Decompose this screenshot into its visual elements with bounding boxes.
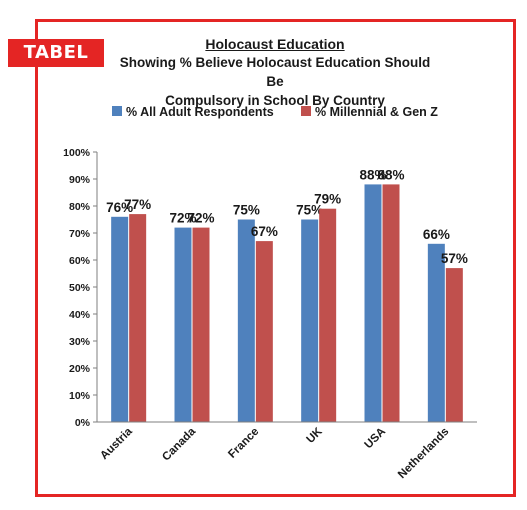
legend-label-1: % All Adult Respondents [126,105,274,119]
category-label: Canada [160,425,198,463]
y-tick-label: 60% [69,255,91,267]
y-tick-label: 50% [69,282,91,294]
category-label: Netherlands [396,426,451,481]
data-label: 76% [106,200,133,215]
data-label: 72% [187,211,214,226]
y-tick-label: 70% [69,228,91,240]
y-tick-label: 30% [69,336,91,348]
data-label: 67% [251,224,278,239]
bar-all-adults [427,243,445,422]
data-label: 77% [124,197,151,212]
data-label: 88% [377,167,404,182]
y-tick-label: 100% [63,147,91,159]
bar-all-adults [364,184,382,422]
bar-all-adults [174,227,192,422]
bar-all-adults [111,216,129,422]
chart-title: Holocaust Education [205,36,345,52]
table-number-badge: TABEL 10 [8,39,104,91]
category-label: USA [362,426,388,452]
y-tick-label: 20% [69,363,91,375]
data-label: 57% [441,251,468,266]
category-label: Austria [98,425,135,462]
y-tick-label: 10% [69,390,91,402]
chart-subtitle-line-2: Compulsory in School By Country [165,93,385,108]
bar-millennial-genz [192,227,210,422]
bar-millennial-genz [445,268,463,422]
data-label: 75% [296,203,323,218]
chart-title-block: Holocaust Education Showing % Believe Ho… [110,36,440,110]
chart-frame [35,19,516,497]
y-tick-label: 80% [69,201,91,213]
data-label: 72% [169,211,196,226]
data-label: 75% [233,203,260,218]
bar-millennial-genz [129,214,147,422]
bar-all-adults [237,219,255,422]
y-tick-label: 40% [69,309,91,321]
chart-subtitle-line-1: Showing % Believe Holocaust Education Sh… [119,55,431,89]
bar-all-adults [301,219,319,422]
y-tick-label: 90% [69,174,91,186]
data-label: 88% [359,167,386,182]
legend-swatch-1 [112,106,122,116]
y-tick-label: 0% [75,417,91,429]
bar-millennial-genz [255,241,273,422]
legend-label-2: % Millennial & Gen Z [315,105,438,119]
bar-millennial-genz [382,184,400,422]
bar-millennial-genz [319,208,337,422]
category-label: France [226,426,261,461]
legend-swatch-2 [301,106,311,116]
category-label: UK [305,425,326,446]
data-label: 66% [423,227,450,242]
data-label: 79% [314,192,341,207]
